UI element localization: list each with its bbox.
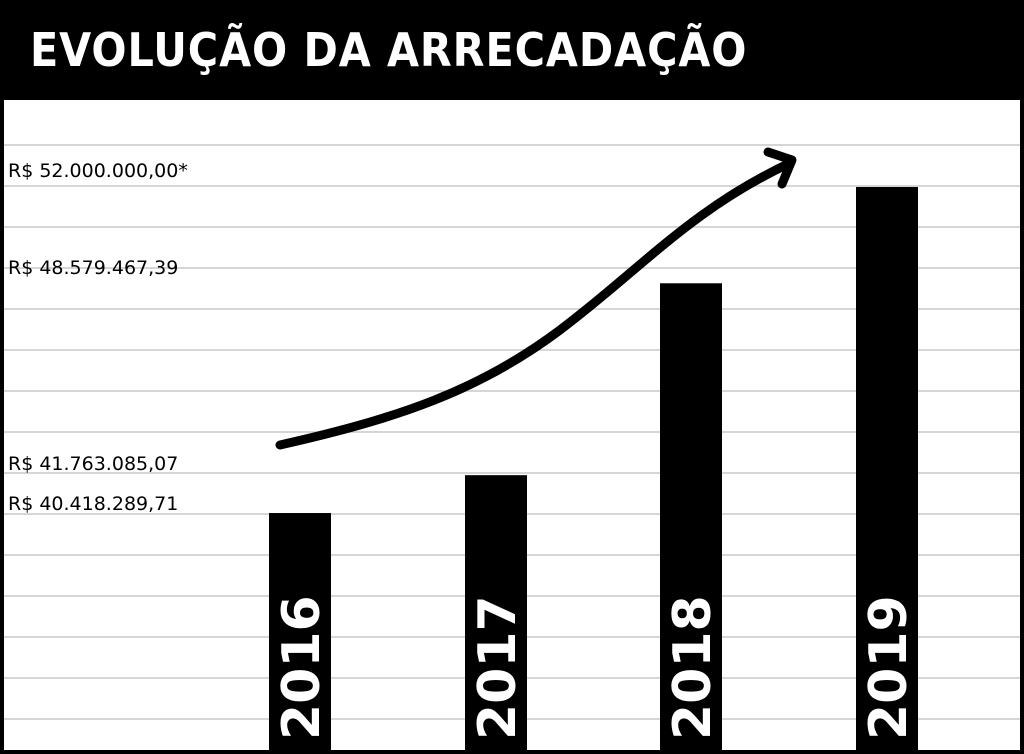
year-label-2016: 2016 <box>272 595 332 740</box>
year-label-2019: 2019 <box>859 595 919 740</box>
chart-title: EVOLUÇÃO DA ARRECADAÇÃO <box>30 23 748 77</box>
value-label-2016: R$ 40.418.289,71 <box>8 493 178 515</box>
trend-arrow-icon <box>275 147 797 450</box>
year-label-2018: 2018 <box>663 595 723 740</box>
value-label-2018: R$ 48.579.467,39 <box>8 257 178 279</box>
bar-2016 <box>269 513 331 754</box>
chart-header: EVOLUÇÃO DA ARRECADAÇÃO <box>0 0 1024 100</box>
bar-2017 <box>465 475 527 754</box>
value-label-2017: R$ 41.763.085,07 <box>8 453 178 475</box>
value-label-2019: R$ 52.000.000,00* <box>8 160 188 182</box>
year-labels: 2016 2017 2018 2019 <box>272 595 919 740</box>
bar-2019 <box>856 187 918 754</box>
value-labels: R$ 40.418.289,71 R$ 41.763.085,07 R$ 48.57… <box>8 160 188 515</box>
year-label-2017: 2017 <box>468 595 528 740</box>
bar-2018 <box>660 283 722 754</box>
bars <box>269 187 918 754</box>
